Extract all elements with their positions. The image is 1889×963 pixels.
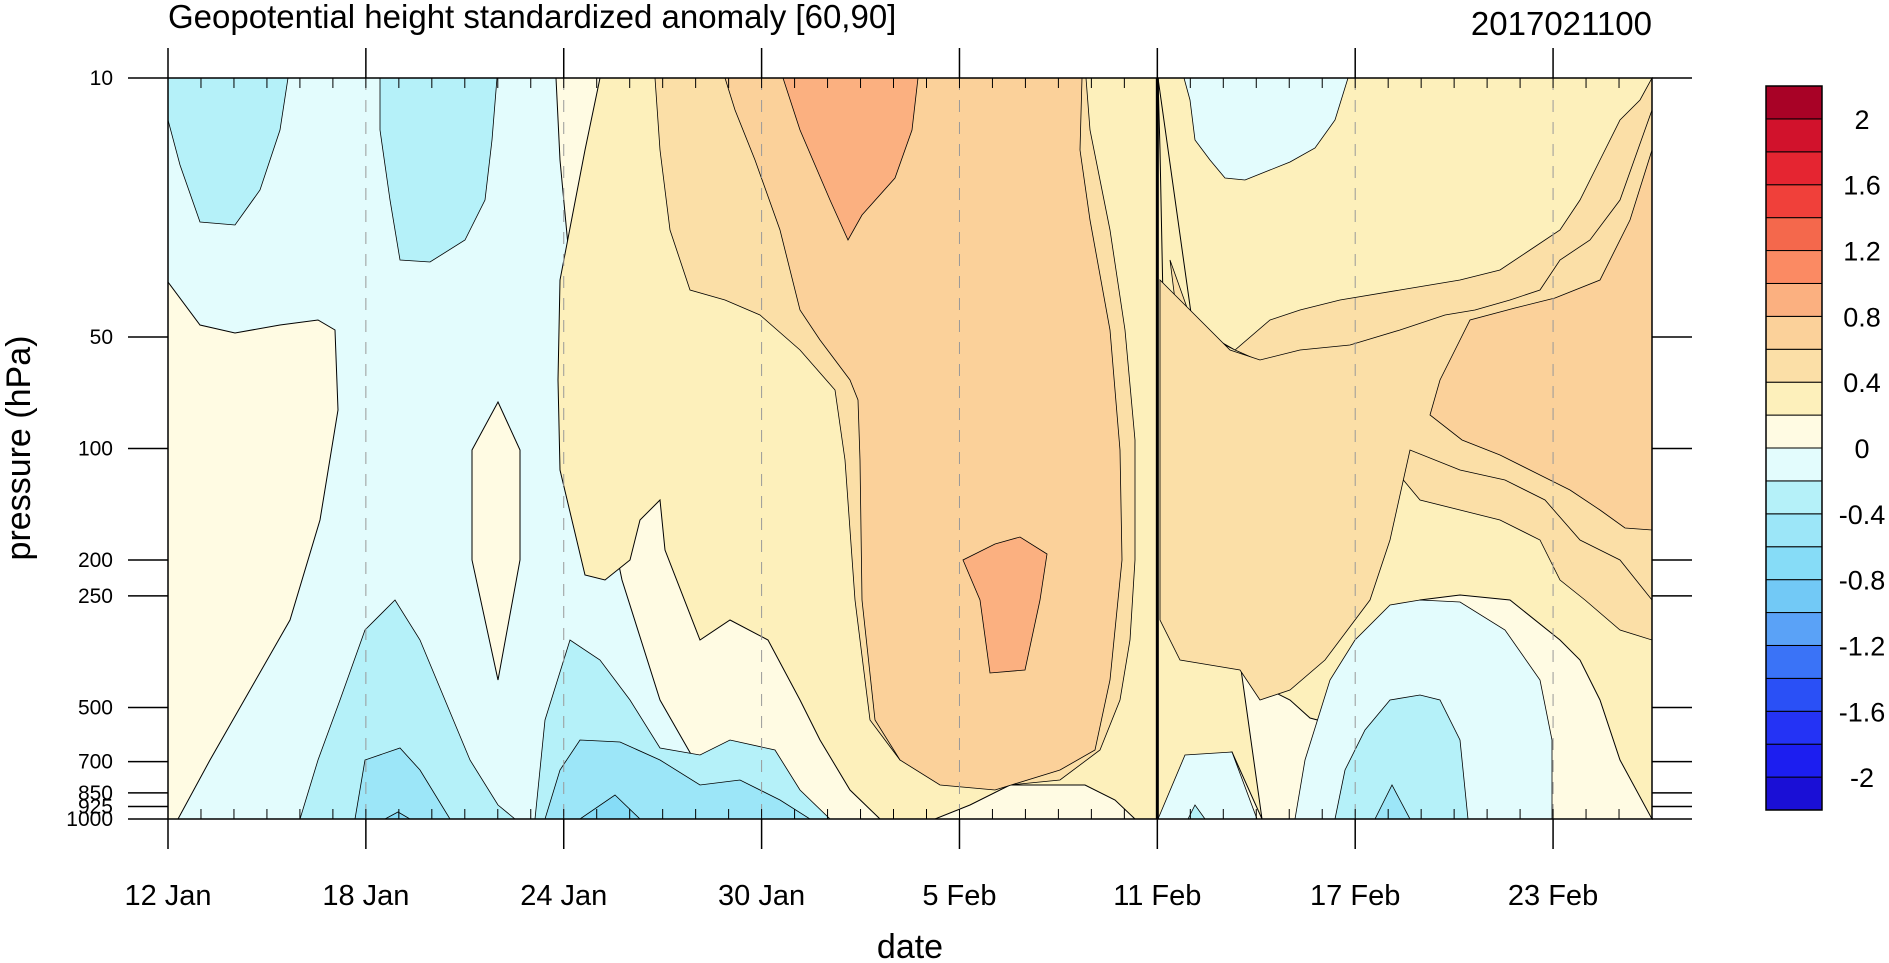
x-tick-label: 18 Jan (322, 880, 409, 912)
colorbar-label: 1.6 (1843, 171, 1881, 201)
y-tick-label: 700 (78, 751, 113, 774)
x-tick-label: 30 Jan (718, 880, 805, 912)
colorbar-swatch (1765, 184, 1823, 219)
contour-fills (168, 78, 1652, 819)
colorbar-swatch (1765, 480, 1823, 515)
contour-region-pos-0.6-right (1429, 149, 1652, 531)
colorbar-label: 1.2 (1843, 237, 1881, 267)
colorbar: 2 1.6 1.2 0.8 0.4 0 -0.4 -0.8 -1.2 -1.6 -2 (1765, 85, 1886, 811)
plot-area (167, 77, 1653, 820)
colorbar-label: 0.4 (1843, 368, 1881, 398)
colorbar-swatch (1765, 546, 1823, 581)
x-axis: 12 Jan 18 Jan 24 Jan 30 Jan 5 Feb 11 Feb 17 Fe… (124, 48, 1653, 912)
colorbar-swatch (1765, 250, 1823, 284)
x-tick-label: 24 Jan (520, 880, 607, 912)
y-axis-label: pressure (hPa) (0, 336, 38, 561)
colorbar-swatch (1765, 217, 1823, 252)
colorbar-swatch (1765, 579, 1823, 614)
contour-region-pos-0.4-right2 (1159, 109, 1652, 701)
x-tick-label: 12 Jan (124, 880, 211, 912)
y-tick-label: 250 (78, 585, 113, 608)
colorbar-label: 0.8 (1843, 302, 1881, 332)
chart-title: Geopotential height standardized anomaly… (168, 0, 896, 35)
y-tick-label: 10 (90, 67, 113, 90)
colorbar-label: -1.6 (1839, 697, 1886, 727)
y-tick-label: 50 (90, 326, 113, 349)
contour-region-pos-island (471, 400, 521, 681)
contour-region-neg-0.6-bottomright (1374, 784, 1411, 819)
colorbar-label: -2 (1850, 763, 1874, 793)
colorbar-label: 0 (1854, 434, 1869, 464)
colorbar-swatch (1765, 447, 1823, 482)
x-axis-label: date (877, 928, 943, 963)
colorbar-swatch (1765, 677, 1823, 712)
colorbar-swatch (1765, 776, 1823, 811)
colorbar-frame (1765, 85, 1823, 811)
colorbar-swatch (1765, 612, 1823, 646)
colorbar-swatch (1765, 513, 1823, 548)
colorbar-swatch (1765, 644, 1823, 679)
colorbar-label: -0.8 (1839, 566, 1886, 596)
colorbar-swatch (1765, 282, 1823, 317)
colorbar-swatch (1765, 348, 1823, 383)
x-tick-label: 11 Feb (1113, 880, 1201, 912)
contour-region-pos-0.8-mid (962, 536, 1048, 674)
contour-region-neg-0.8-bottomleft (384, 794, 641, 819)
contour-region-neg-0.4-bottomright (1187, 694, 1469, 819)
y-tick-label: 925 (78, 795, 113, 818)
contour-region-pos-0.8-top (782, 78, 919, 241)
colorbar-swatch (1765, 381, 1823, 416)
y-tick-label: 1000 (66, 808, 113, 831)
colorbar-label: -0.4 (1839, 500, 1886, 530)
colorbar-label: 2 (1854, 105, 1869, 135)
y-tick-label: 850 (78, 782, 113, 805)
contour-region-neg-0.2-topright (1183, 78, 1349, 181)
colorbar-swatch (1765, 743, 1823, 778)
x-tick-label: 23 Feb (1508, 880, 1598, 912)
colorbar-swatch (1765, 315, 1823, 350)
date-stamp: 2017021100 (1471, 5, 1652, 42)
colorbar-swatch (1765, 414, 1823, 449)
y-tick-label: 100 (78, 438, 113, 461)
colorbar-label: -1.2 (1839, 631, 1886, 661)
x-tick-label: 5 Feb (922, 880, 996, 912)
contour-region-neg-0.4-topleft (168, 78, 289, 226)
colorbar-swatch (1765, 151, 1823, 186)
colorbar-swatch (1765, 85, 1823, 120)
colorbar-swatch (1765, 710, 1823, 745)
y-tick-label: 200 (78, 549, 113, 572)
y-tick-label: 500 (78, 696, 113, 719)
colorbar-swatch (1765, 118, 1823, 153)
x-tick-label: 17 Feb (1310, 880, 1400, 912)
contour-region-neg-0.4-topmid (379, 78, 498, 263)
contour-region-neg-0.4-bottomleft (299, 599, 831, 819)
